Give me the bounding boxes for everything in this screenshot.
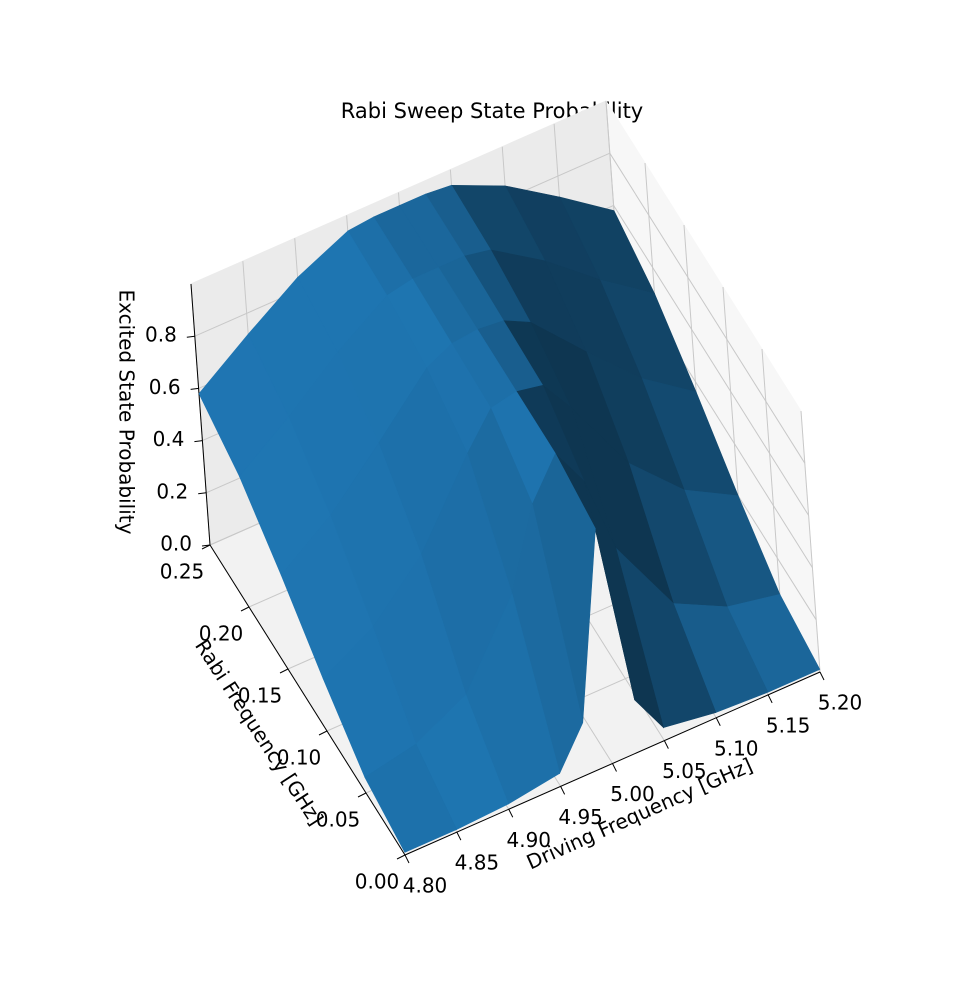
- z-tick: [201, 544, 211, 547]
- x-tick-label: 4.90: [506, 828, 551, 852]
- x-tick-label: 5.20: [818, 691, 863, 715]
- grid-line: [613, 205, 810, 516]
- axis-line: [190, 283, 211, 546]
- x-tick: [404, 854, 410, 864]
- x-tick-label: 4.85: [455, 851, 500, 875]
- y-tick: [396, 854, 406, 860]
- x-tick: [508, 809, 514, 818]
- grid-line: [761, 348, 782, 611]
- z-tick-label: 0.8: [145, 323, 177, 347]
- x-tick-label: 5.15: [766, 713, 811, 737]
- surface-patch: [364, 743, 458, 853]
- x-tick: [456, 831, 462, 841]
- y-tick: [318, 730, 328, 736]
- y-tick: [279, 668, 289, 674]
- z-tick-label: 0.4: [153, 427, 185, 451]
- z-tick: [198, 492, 207, 495]
- z-tick-label: 0.0: [160, 532, 192, 556]
- x-tick: [715, 717, 721, 726]
- z-tick: [194, 440, 203, 443]
- x-tick: [560, 786, 566, 795]
- grid-line: [609, 152, 806, 464]
- y-tick: [357, 792, 367, 798]
- x-tick-label: 5.10: [714, 736, 759, 760]
- y-tick-label: 0.05: [316, 808, 361, 832]
- y-tick-label: 0.00: [355, 870, 400, 894]
- x-tick-label: 5.00: [610, 782, 655, 806]
- x-tick: [663, 740, 669, 749]
- y-tick: [240, 606, 250, 612]
- y-tick-label: 0.25: [160, 560, 205, 584]
- x-tick: [819, 671, 825, 681]
- x-tick: [612, 763, 617, 772]
- x-tick: [767, 694, 773, 704]
- z-tick-label: 0.6: [149, 375, 181, 399]
- z-tick-label: 0.2: [156, 479, 188, 503]
- z-tick: [190, 387, 199, 390]
- x-tick-label: 5.05: [662, 759, 707, 783]
- grid-line: [800, 410, 821, 673]
- y-tick-label: 0.10: [277, 746, 322, 770]
- x-tick-label: 4.80: [403, 874, 448, 898]
- y-tick-label: 0.15: [238, 684, 283, 708]
- y-tick-label: 0.20: [199, 622, 244, 646]
- z-axis-label: Excited State Probability: [115, 290, 139, 535]
- axis-line: [209, 544, 406, 856]
- z-tick: [186, 335, 195, 338]
- x-tick-label: 4.95: [558, 805, 603, 829]
